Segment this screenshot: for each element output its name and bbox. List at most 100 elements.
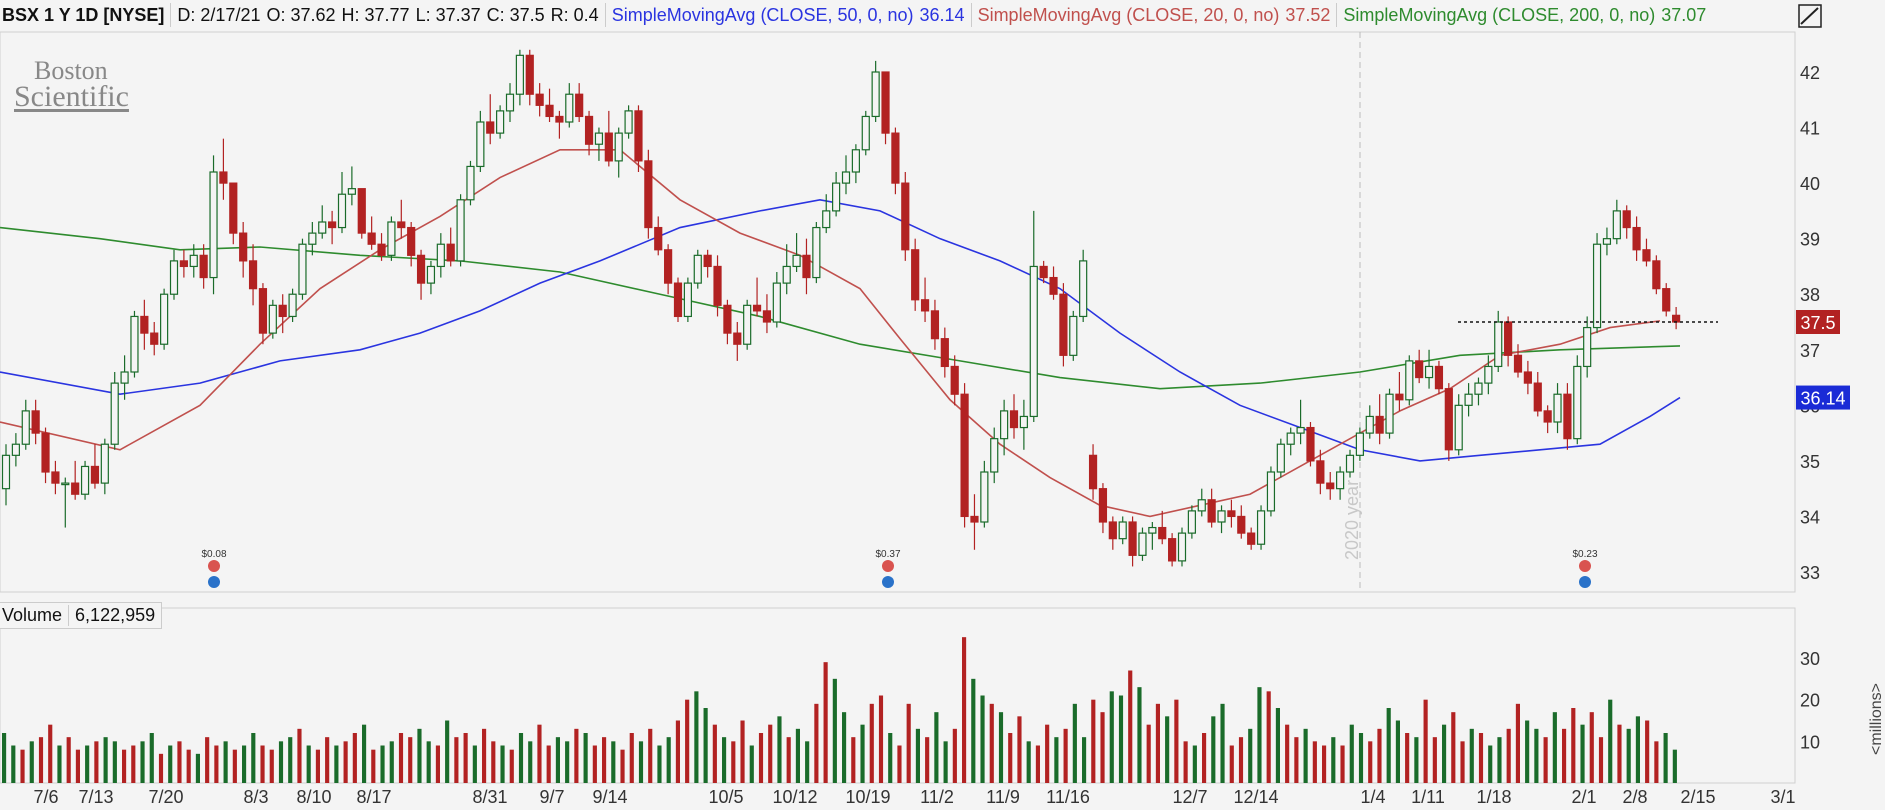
volume-bar — [362, 724, 367, 783]
volume-bar — [29, 741, 34, 783]
candle-body — [624, 110, 633, 134]
volume-bar — [251, 733, 256, 783]
volume-bar — [952, 728, 957, 783]
sma20-study-label[interactable]: SimpleMovingAvg (CLOSE, 20, 0, no) — [977, 4, 1280, 25]
candle-body — [841, 171, 851, 184]
x-tick-label: 2/15 — [1680, 787, 1715, 807]
candle-body — [268, 304, 277, 334]
symbol-label[interactable]: BSX 1 Y 1D [NYSE] — [2, 4, 165, 25]
volume-bar — [1497, 737, 1502, 783]
candle-body — [1059, 293, 1068, 356]
volume-bar — [352, 733, 357, 783]
candle-body — [970, 515, 979, 523]
candle-body — [1306, 426, 1315, 462]
volume-bar — [629, 733, 634, 783]
candle-body — [100, 443, 109, 484]
candle-body — [1088, 454, 1098, 490]
volume-bar — [149, 733, 154, 783]
candle-body — [980, 471, 989, 523]
candle-body — [496, 110, 505, 134]
volume-bar — [131, 745, 136, 783]
candle-body — [535, 93, 544, 106]
volume-bar — [1340, 745, 1345, 783]
candle-body — [762, 310, 772, 323]
candle-body — [693, 254, 702, 284]
volume-bar — [260, 745, 265, 783]
candle-body — [31, 410, 40, 434]
volume-bar — [417, 728, 422, 783]
volume-bar — [1322, 745, 1327, 783]
volume-bar — [943, 741, 948, 783]
candle-body — [1019, 415, 1028, 429]
candle-body — [1622, 210, 1631, 229]
volume-bar — [195, 753, 200, 783]
volume-bar — [1580, 724, 1585, 783]
candle-body — [1543, 410, 1552, 423]
candle-body — [525, 54, 534, 95]
volume-bar — [1663, 733, 1668, 783]
candle-body — [1513, 354, 1523, 373]
candle-body — [179, 260, 188, 268]
candle-body — [1138, 532, 1147, 556]
candle-body — [1256, 510, 1266, 545]
sma50-study-label[interactable]: SimpleMovingAvg (CLOSE, 50, 0, no) — [611, 4, 914, 25]
volume-bar — [371, 749, 376, 783]
x-tick-label: 11/16 — [1046, 787, 1090, 807]
x-tick-label: 9/7 — [539, 787, 564, 807]
volume-bar — [749, 745, 754, 783]
volume-bar — [869, 703, 874, 783]
candle-body — [80, 465, 90, 495]
candle-body — [960, 393, 969, 518]
volume-bar — [2, 733, 7, 783]
x-tick-label: 9/14 — [592, 787, 627, 807]
candle-body — [930, 310, 940, 340]
candle-body — [990, 438, 999, 473]
dividend-icon — [208, 560, 220, 572]
candle-body — [1405, 360, 1414, 401]
candle-body — [703, 254, 712, 268]
candle-body — [891, 132, 900, 184]
candle-body — [456, 199, 465, 262]
candle-body — [1424, 365, 1434, 379]
sma200-study-label[interactable]: SimpleMovingAvg (CLOSE, 200, 0, no) — [1343, 4, 1656, 25]
y-tick-label: 38 — [1800, 285, 1820, 305]
candle-body — [1563, 393, 1572, 440]
candle-body — [1296, 426, 1305, 434]
x-tick-label: 1/18 — [1476, 787, 1511, 807]
volume-bar — [675, 720, 680, 783]
volume-bar — [878, 695, 884, 783]
volume-bar — [666, 737, 671, 783]
candle-body — [476, 121, 485, 168]
candle-body — [1227, 510, 1236, 518]
candle-body — [466, 165, 475, 201]
x-tick-label: 11/9 — [986, 787, 1020, 807]
drawing-tool-icon[interactable] — [1798, 4, 1822, 28]
volume-bar — [1128, 670, 1133, 783]
volume-bar — [122, 749, 127, 783]
candle-body — [723, 304, 732, 334]
candle-body — [752, 304, 762, 312]
candle-body — [308, 232, 317, 245]
candle-body — [278, 304, 287, 318]
candle-body — [1336, 471, 1345, 490]
candle-body — [1454, 404, 1463, 451]
volume-bar — [1155, 703, 1160, 783]
candle-body — [911, 249, 920, 301]
candle-body — [298, 243, 307, 295]
volume-bar — [435, 745, 440, 783]
volume-bar — [1294, 737, 1299, 783]
volume-bar — [315, 749, 320, 783]
volume-bar — [1183, 741, 1188, 783]
x-tick-label: 8/3 — [243, 787, 268, 807]
candle-body — [1009, 410, 1019, 429]
candle-body — [416, 254, 426, 284]
volume-bar — [1525, 720, 1530, 783]
candle-body — [347, 188, 356, 195]
candle-body — [1395, 393, 1404, 401]
candle-body — [90, 465, 100, 484]
candle-body — [1197, 499, 1206, 512]
candle-body — [397, 221, 406, 229]
candle-body — [130, 315, 139, 373]
volume-bar — [1617, 724, 1622, 783]
